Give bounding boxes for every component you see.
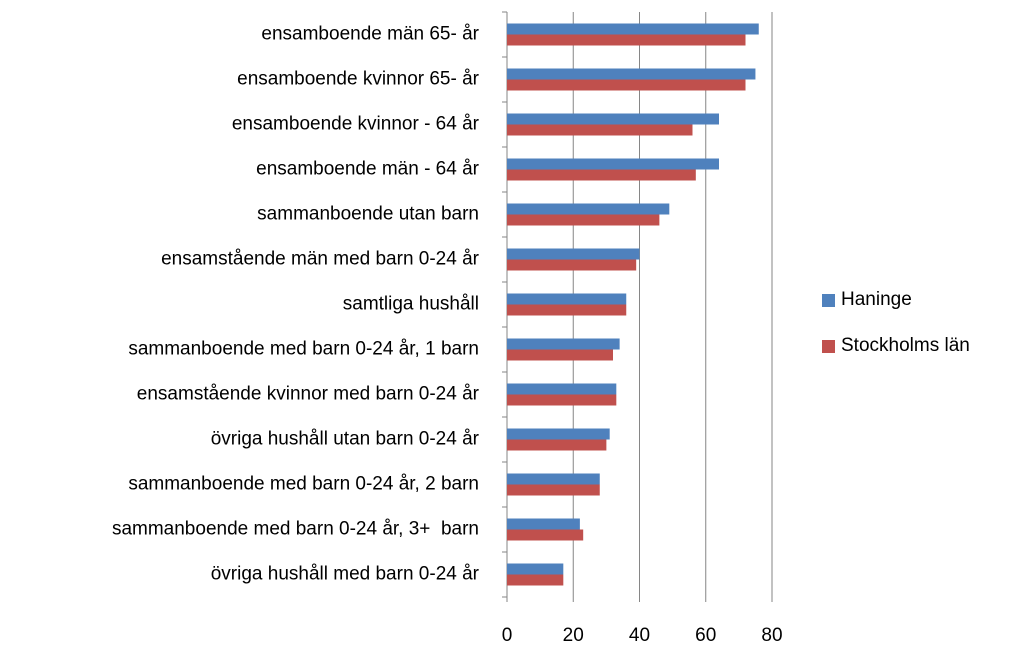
y-tick-label: sammanboende med barn 0-24 år, 1 barn — [128, 339, 479, 360]
x-tick-label: 80 — [761, 625, 782, 646]
legend-label: Stockholms län — [841, 335, 970, 356]
x-tick-label: 20 — [563, 625, 584, 646]
bar — [507, 169, 696, 181]
legend-swatch — [822, 340, 835, 353]
bar — [507, 349, 613, 361]
legend-label: Haninge — [841, 289, 912, 310]
bar — [507, 34, 746, 46]
bar — [507, 473, 600, 485]
bar — [507, 113, 719, 125]
y-tick-label: ensamboende kvinnor 65- år — [237, 69, 480, 90]
x-tick-label: 60 — [695, 625, 716, 646]
y-tick-label: ensamboende män 65- år — [261, 24, 479, 45]
bar — [507, 259, 637, 271]
x-tick-label: 0 — [502, 625, 513, 646]
y-tick-label: ensamstående kvinnor med barn 0-24 år — [137, 384, 480, 405]
bar — [507, 529, 584, 541]
bar — [507, 203, 670, 215]
legend-swatch — [822, 294, 835, 307]
bar — [507, 484, 600, 496]
bar — [507, 394, 617, 406]
bar — [507, 439, 607, 451]
bar — [507, 293, 627, 305]
bar — [507, 79, 746, 91]
y-tick-label: samtliga hushåll — [343, 294, 479, 315]
bar — [507, 68, 756, 80]
y-tick-label: ensamstående män med barn 0-24 år — [161, 249, 480, 270]
y-tick-label: sammanboende med barn 0-24 år, 2 barn — [128, 474, 479, 495]
bar — [507, 124, 693, 136]
y-tick-label: sammanboende med barn 0-24 år, 3+ barn — [112, 519, 479, 540]
y-tick-label: ensamboende kvinnor - 64 år — [232, 114, 480, 135]
bar — [507, 338, 620, 350]
bar — [507, 248, 640, 260]
y-tick-label: ensamboende män - 64 år — [256, 159, 480, 180]
bar — [507, 428, 610, 440]
bar — [507, 158, 719, 170]
bar — [507, 214, 660, 226]
bar — [507, 304, 627, 316]
bar — [507, 383, 617, 395]
bar — [507, 23, 759, 35]
y-tick-label: sammanboende utan barn — [257, 204, 479, 225]
x-tick-label: 40 — [629, 625, 650, 646]
bar — [507, 574, 564, 586]
bar — [507, 563, 564, 575]
y-tick-label: övriga hushåll utan barn 0-24 år — [211, 429, 480, 450]
bar — [507, 518, 580, 530]
y-tick-label: övriga hushåll med barn 0-24 år — [211, 564, 480, 585]
